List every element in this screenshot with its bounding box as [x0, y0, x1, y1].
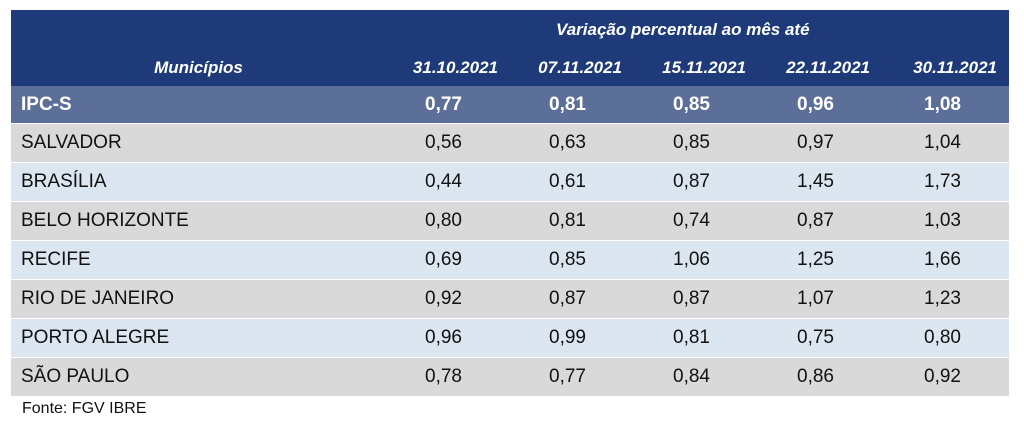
cell-value: 0,99 — [510, 318, 634, 358]
cell-value: 1,66 — [882, 240, 1009, 280]
cell-value: 0,96 — [386, 318, 510, 358]
cell-value: 0,56 — [386, 123, 510, 163]
cell-value: 0,77 — [510, 357, 634, 396]
table-row: PORTO ALEGRE 0,96 0,99 0,81 0,75 0,80 — [11, 318, 1009, 358]
cell-value: 1,73 — [882, 162, 1009, 202]
cell-value: 0,87 — [758, 201, 882, 241]
cell-value: 0,86 — [758, 357, 882, 396]
date-header: 15.11.2021 — [662, 58, 746, 77]
header-row: Municípios 31.10.2021 07.11.2021 15.11.2… — [11, 50, 1009, 86]
cell-value: 0,87 — [634, 162, 758, 202]
cell-value: 1,45 — [758, 162, 882, 202]
city-name: BELO HORIZONTE — [11, 201, 386, 241]
ipcs-value: 0,96 — [758, 86, 882, 124]
table-row: SALVADOR 0,56 0,63 0,85 0,97 1,04 — [11, 123, 1009, 163]
table-row: BELO HORIZONTE 0,80 0,81 0,74 0,87 1,03 — [11, 201, 1009, 241]
header-caption: Variação percentual ao mês até — [556, 20, 810, 39]
city-name: BRASÍLIA — [11, 162, 386, 202]
city-name: RIO DE JANEIRO — [11, 279, 386, 319]
cell-value: 0,92 — [882, 357, 1009, 396]
cell-value: 0,80 — [882, 318, 1009, 358]
table-row: RECIFE 0,69 0,85 1,06 1,25 1,66 — [11, 240, 1009, 280]
date-header: 31.10.2021 — [412, 58, 498, 77]
cell-value: 0,81 — [510, 201, 634, 241]
cell-value: 0,74 — [634, 201, 758, 241]
cell-value: 0,61 — [510, 162, 634, 202]
cell-value: 1,06 — [634, 240, 758, 280]
city-name: RECIFE — [11, 240, 386, 280]
ipcs-value: 0,85 — [634, 86, 758, 124]
cell-value: 1,07 — [758, 279, 882, 319]
ipcs-value: 0,77 — [386, 86, 510, 124]
city-name: PORTO ALEGRE — [11, 318, 386, 358]
city-name: SÃO PAULO — [11, 357, 386, 396]
date-header: 07.11.2021 — [538, 58, 622, 77]
cell-value: 0,92 — [386, 279, 510, 319]
table-row: SÃO PAULO 0,78 0,77 0,84 0,86 0,92 — [11, 357, 1009, 396]
cell-value: 0,80 — [386, 201, 510, 241]
cell-value: 0,63 — [510, 123, 634, 163]
cell-value: 0,87 — [510, 279, 634, 319]
cell-value: 0,78 — [386, 357, 510, 396]
ipcs-label: IPC-S — [11, 86, 386, 124]
municipios-header: Municípios — [154, 58, 243, 77]
cell-value: 0,84 — [634, 357, 758, 396]
table-row: RIO DE JANEIRO 0,92 0,87 0,87 1,07 1,23 — [11, 279, 1009, 319]
date-header: 22.11.2021 — [786, 58, 870, 77]
table-row: BRASÍLIA 0,44 0,61 0,87 1,45 1,73 — [11, 162, 1009, 202]
cell-value: 0,97 — [758, 123, 882, 163]
cell-value: 0,75 — [758, 318, 882, 358]
cell-value: 0,85 — [634, 123, 758, 163]
date-header: 30.11.2021 — [913, 58, 997, 77]
cell-value: 1,25 — [758, 240, 882, 280]
cell-value: 0,81 — [634, 318, 758, 358]
cell-value: 1,23 — [882, 279, 1009, 319]
header-caption-row: Variação percentual ao mês até — [11, 10, 1009, 50]
cell-value: 0,69 — [386, 240, 510, 280]
cell-value: 1,04 — [882, 123, 1009, 163]
ipcs-value: 1,08 — [882, 86, 1009, 124]
cell-value: 1,03 — [882, 201, 1009, 241]
cell-value: 0,44 — [386, 162, 510, 202]
cell-value: 0,85 — [510, 240, 634, 280]
ipcs-table: Variação percentual ao mês até Município… — [11, 10, 1009, 396]
ipcs-value: 0,81 — [510, 86, 634, 124]
cell-value: 0,87 — [634, 279, 758, 319]
source-note: Fonte: FGV IBRE — [22, 400, 147, 417]
city-name: SALVADOR — [11, 123, 386, 163]
ipcs-row: IPC-S 0,77 0,81 0,85 0,96 1,08 — [11, 86, 1009, 124]
